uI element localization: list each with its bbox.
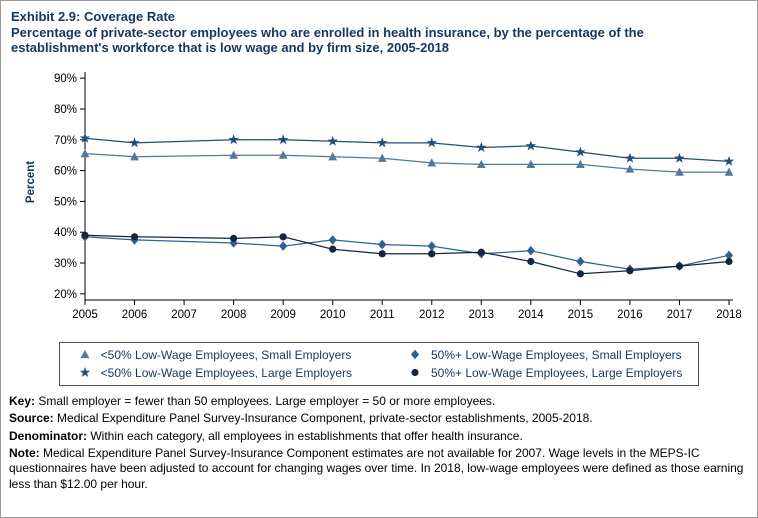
svg-text:2009: 2009 [270,309,296,321]
series-2 [80,231,734,274]
footnote-source-text: Medical Expenditure Panel Survey-Insuran… [57,411,593,426]
svg-text:2007: 2007 [171,309,197,321]
y-axis-label: Percent [25,160,37,203]
svg-text:2015: 2015 [568,309,594,321]
svg-text:2018: 2018 [716,309,742,321]
series-0 [80,148,734,176]
y-axis-ticks: 20% 30% 40% 50% 60% 70% 80% 90% [54,73,85,301]
footnotes: Key: Small employer = fewer than 50 empl… [1,386,757,492]
coverage-rate-chart: Percent 20% 30% 40% 50% 60% 70% 80% 90% 2005 2006… [25,58,757,336]
triangle-marker-icon [80,350,90,359]
title-block: Exhibit 2.9: Coverage Rate Percentage of… [1,1,757,56]
footnote-note-text: Medical Expenditure Panel Survey-Insuran… [9,445,744,491]
legend-item-lt50-large: <50% Low-Wage Employees, Large Employers [76,366,352,380]
footnote-denominator-label: Denominator: [9,428,87,443]
footnote-source: Source: Medical Expenditure Panel Survey… [9,411,747,426]
exhibit-subtitle: Percentage of private-sector employees w… [11,24,644,56]
axes [84,71,733,301]
legend-label: 50%+ Low-Wage Employees, Large Employers [431,365,683,380]
footnote-key-text: Small employer = fewer than 50 employees… [38,393,496,408]
legend-label: 50%+ Low-Wage Employees, Small Employers [431,347,682,362]
x-axis-ticks: 2005 2006 2007 2008 2009 2010 2011 2012 2013 2014… [72,299,742,321]
legend-label: <50% Low-Wage Employees, Small Employers [100,347,352,362]
svg-text:30%: 30% [54,258,77,270]
svg-text:2014: 2014 [518,309,544,321]
legend-label: <50% Low-Wage Employees, Large Employers [100,365,352,380]
svg-text:90%: 90% [54,73,77,85]
legend-item-50plus-large: 50%+ Low-Wage Employees, Large Employers [406,366,682,380]
legend-item-50plus-small: 50%+ Low-Wage Employees, Small Employers [406,348,682,362]
footnote-denominator-text: Within each category, all employees in e… [90,428,523,443]
circle-marker-icon [411,369,419,377]
line-chart-canvas: 20% 30% 40% 50% 60% 70% 80% 90% 2005 2006 2007 2008… [54,71,742,321]
svg-text:2008: 2008 [221,309,247,321]
svg-text:2006: 2006 [122,309,148,321]
svg-text:40%: 40% [54,227,77,239]
svg-text:2013: 2013 [469,309,495,321]
footnote-note-label: Note: [9,445,40,460]
legend-item-lt50-small: <50% Low-Wage Employees, Small Employers [76,348,352,362]
footnote-key-label: Key: [9,393,36,408]
series-3 [81,231,733,278]
svg-text:60%: 60% [54,165,77,177]
svg-text:2017: 2017 [667,309,693,321]
chart-legend: <50% Low-Wage Employees, Small Employers… [58,341,700,386]
svg-text:20%: 20% [54,289,77,301]
footnote-source-label: Source: [9,411,54,426]
svg-text:2012: 2012 [419,309,445,321]
footnote-key: Key: Small employer = fewer than 50 empl… [9,394,747,409]
footnote-denominator: Denominator: Within each category, all e… [9,429,747,444]
svg-text:70%: 70% [54,135,77,147]
svg-text:2016: 2016 [617,309,643,321]
svg-text:2011: 2011 [370,309,395,321]
svg-text:80%: 80% [54,104,77,116]
series-1 [79,132,735,166]
svg-text:2010: 2010 [320,309,346,321]
diamond-marker-icon [410,349,420,360]
footnote-note: Note: Medical Expenditure Panel Survey-I… [9,446,747,492]
exhibit-title: Exhibit 2.9: Coverage Rate [11,9,175,24]
svg-text:2005: 2005 [72,309,98,321]
svg-text:50%: 50% [54,196,77,208]
star-marker-icon [79,367,90,378]
